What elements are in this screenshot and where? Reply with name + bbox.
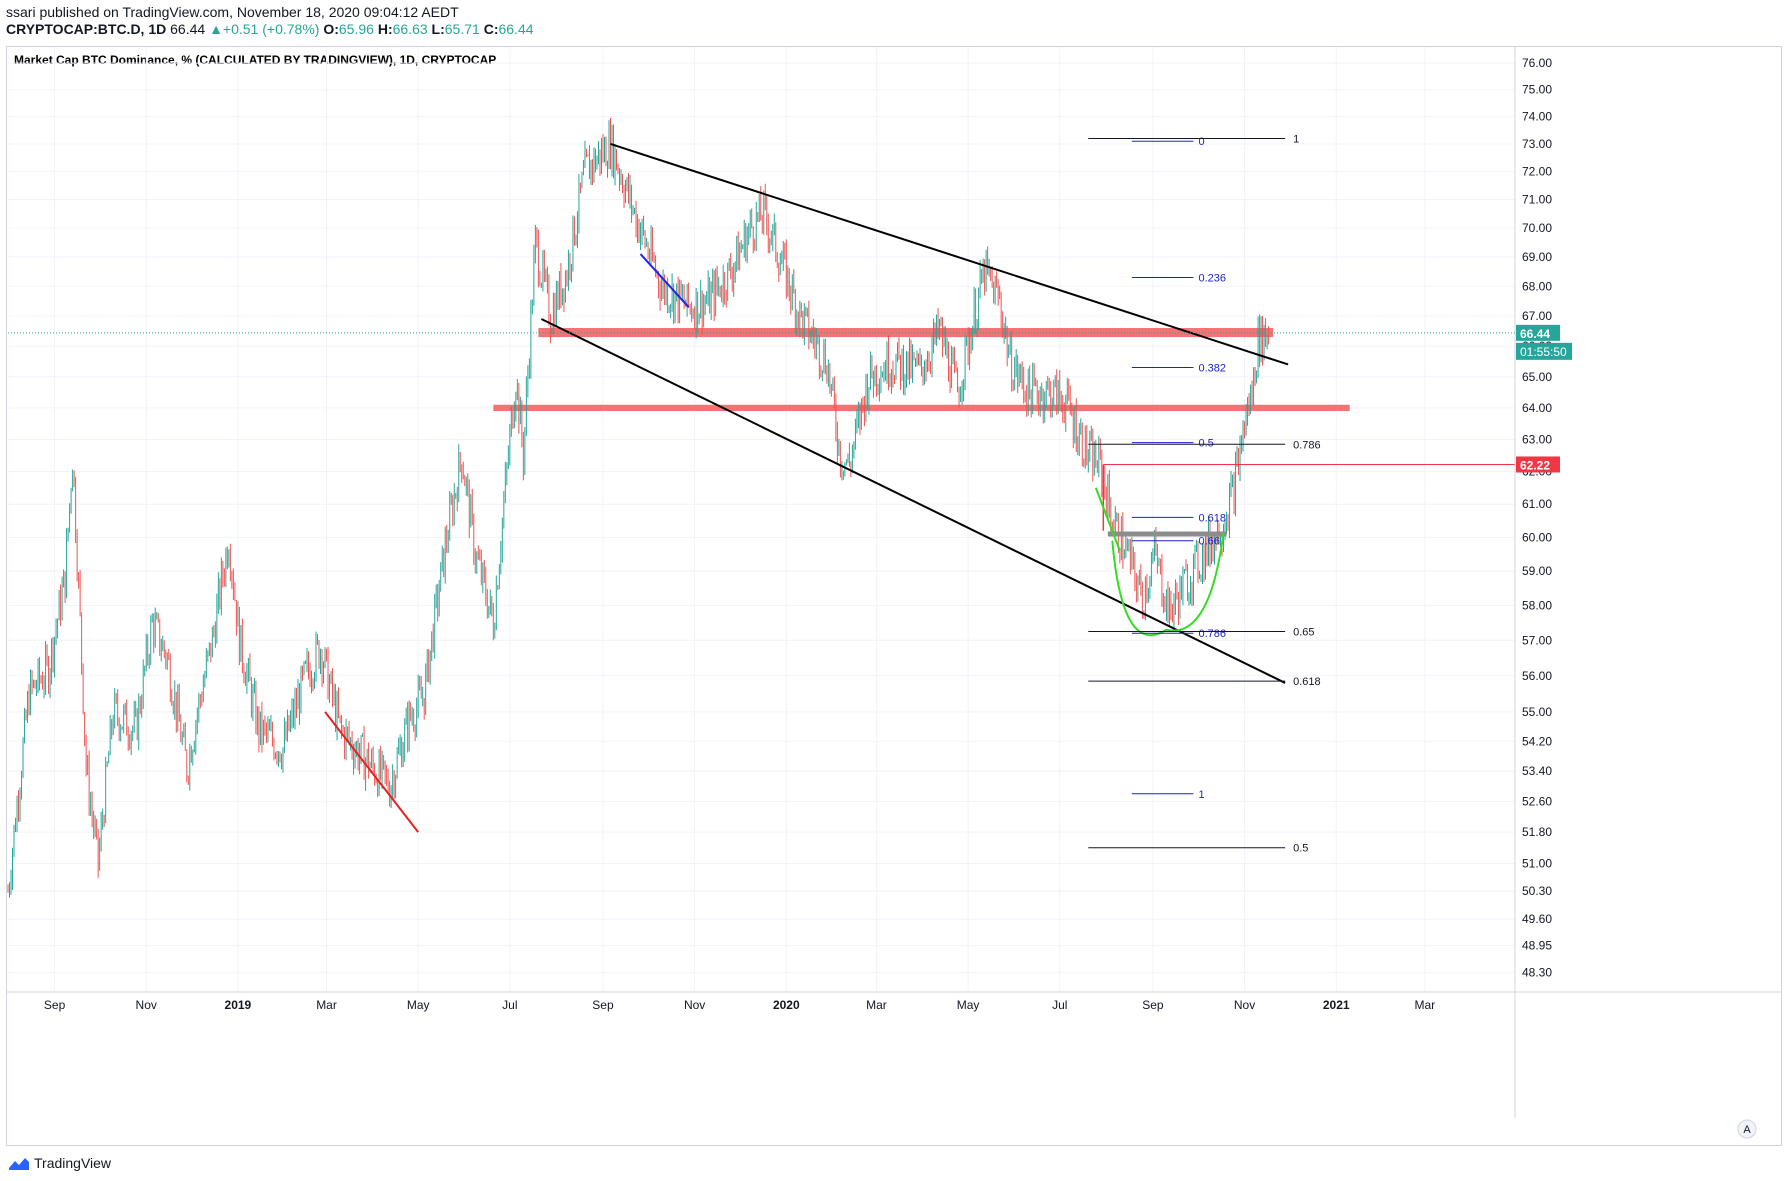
brand-name: TradingView — [34, 1155, 112, 1171]
auto-scale-button[interactable] — [1737, 1119, 1757, 1139]
publish-info: ssari published on TradingView.com, Nove… — [6, 4, 459, 20]
fib-blue-label: 0.66 — [1198, 536, 1219, 548]
x-tick-label: Nov — [684, 998, 705, 1012]
fib-blue-label: 1 — [1198, 789, 1204, 801]
chart-header: ssari published on TradingView.com, Nove… — [6, 4, 534, 38]
x-tick-label: Mar — [316, 998, 337, 1012]
y-tick-label: 74.00 — [1522, 110, 1552, 124]
last-price-label: 66.44 — [1520, 327, 1550, 341]
y-tick-label: 50.30 — [1522, 884, 1552, 898]
low-value: 65.71 — [444, 21, 480, 37]
y-tick-label: 58.00 — [1522, 598, 1552, 612]
red-level-label: 62.22 — [1520, 458, 1550, 472]
y-tick-label: 56.00 — [1522, 669, 1552, 683]
y-tick-label: 51.00 — [1522, 856, 1552, 870]
x-tick-label: Sep — [592, 998, 614, 1012]
last-price-badge — [1516, 324, 1560, 341]
y-tick-label: 57.00 — [1522, 633, 1552, 647]
cup-pattern — [1111, 532, 1225, 636]
fib-blue-label: 0 — [1198, 136, 1204, 148]
y-tick-label: 70.00 — [1522, 221, 1552, 235]
y-tick-label: 72.00 — [1522, 165, 1552, 179]
fib-black-label: 0.65 — [1293, 626, 1314, 638]
close-value: 66.44 — [498, 21, 534, 37]
fib-black-label: 0.618 — [1293, 676, 1321, 688]
trendline — [610, 142, 1289, 366]
low-label: L: — [431, 21, 445, 37]
countdown-badge — [1516, 342, 1572, 360]
y-tick-label: 76.00 — [1522, 56, 1552, 70]
x-tick-label: Nov — [1234, 998, 1255, 1012]
x-tick-label: Nov — [136, 998, 157, 1012]
y-tick-label: 54.20 — [1522, 734, 1552, 748]
y-tick-label: 48.95 — [1522, 939, 1552, 953]
last-price: 66.44 — [170, 21, 206, 37]
x-tick-label: Mar — [1415, 998, 1436, 1012]
open-value: 65.96 — [338, 21, 374, 37]
y-tick-label: 64.00 — [1522, 401, 1552, 415]
fib-blue-label: 0.618 — [1198, 512, 1226, 524]
y-tick-label: 59.00 — [1522, 564, 1552, 578]
close-label: C: — [483, 21, 499, 37]
x-tick-label: May — [957, 998, 980, 1012]
x-tick-label: 2021 — [1323, 998, 1350, 1012]
x-tick-label: Sep — [44, 998, 66, 1012]
fib-levels: 00.2360.3820.50.6180.660.786110.7860.650… — [1088, 133, 1321, 855]
y-tick-label: 67.00 — [1522, 309, 1552, 323]
x-tick-label: May — [407, 998, 430, 1012]
open-label: O: — [323, 21, 339, 37]
y-tick-label: 61.00 — [1522, 497, 1552, 511]
y-tick-label: 53.40 — [1522, 764, 1552, 778]
fib-black-label: 0.786 — [1293, 439, 1321, 451]
high-value: 66.63 — [392, 21, 428, 37]
y-tick-label: 55.00 — [1522, 705, 1552, 719]
fib-blue-label: 0.236 — [1198, 272, 1226, 284]
x-tick-label: 2019 — [225, 998, 252, 1012]
ohlc-line: CRYPTOCAP:BTC.D, 1D 66.44 ▲+0.51 (+0.78%… — [6, 21, 534, 38]
y-tick-label: 60.00 — [1522, 530, 1552, 544]
y-tick-label: 63.00 — [1522, 432, 1552, 446]
trendline — [540, 318, 1286, 684]
y-tick-label: 69.00 — [1522, 250, 1552, 264]
fib-blue-label: 0.382 — [1198, 363, 1226, 375]
candles — [7, 118, 1270, 898]
change-up-icon: ▲ — [209, 21, 223, 37]
y-tick-label: 65.00 — [1522, 370, 1552, 384]
x-tick-label: Jul — [502, 998, 517, 1012]
price-labels: 66.44 01:55:50 62.22 — [8, 324, 1572, 473]
high-label: H: — [377, 21, 393, 37]
tradingview-logo-icon — [9, 1158, 29, 1170]
x-tick-label: Jul — [1052, 998, 1067, 1012]
x-tick-label: Mar — [866, 998, 887, 1012]
y-tick-label: 51.80 — [1522, 825, 1552, 839]
fib-black-label: 1 — [1293, 133, 1299, 145]
y-tick-label: 71.00 — [1522, 193, 1552, 207]
chart-frame — [6, 46, 1782, 1146]
symbol-label[interactable]: CRYPTOCAP:BTC.D, 1D — [6, 21, 167, 37]
cup-pattern-entry — [1094, 487, 1121, 552]
x-tick-label: Sep — [1142, 998, 1164, 1012]
y-tick-label: 49.60 — [1522, 912, 1552, 926]
change-value: +0.51 (+0.78%) — [222, 21, 320, 37]
grid — [8, 46, 1515, 991]
fib-black-label: 0.5 — [1293, 843, 1308, 855]
trendline — [639, 253, 690, 308]
y-tick-label: 52.60 — [1522, 794, 1552, 808]
resistance-zone — [493, 404, 1350, 412]
y-tick-label: 48.30 — [1522, 966, 1552, 980]
y-tick-label: 73.00 — [1522, 137, 1552, 151]
red-level-badge — [1516, 456, 1560, 473]
x-tick-label: 2020 — [773, 998, 800, 1012]
brand[interactable]: TradingView — [8, 1155, 111, 1171]
y-tick-label: 75.00 — [1522, 83, 1552, 97]
y-tick-label: 68.00 — [1522, 279, 1552, 293]
countdown-label: 01:55:50 — [1520, 345, 1567, 359]
time-axis: Sep Nov 2019 Mar May Jul Sep Nov 2020 Mar May Jul Se… — [44, 998, 1757, 1139]
auto-scale-label: A — [1743, 1124, 1751, 1136]
fib-blue-label: 0.5 — [1198, 438, 1213, 450]
drawings — [324, 142, 1515, 833]
price-axis: 76.00 75.00 74.00 73.00 72.00 71.00 70.00 69.00… — [6, 46, 1782, 1118]
trendline — [324, 711, 419, 833]
